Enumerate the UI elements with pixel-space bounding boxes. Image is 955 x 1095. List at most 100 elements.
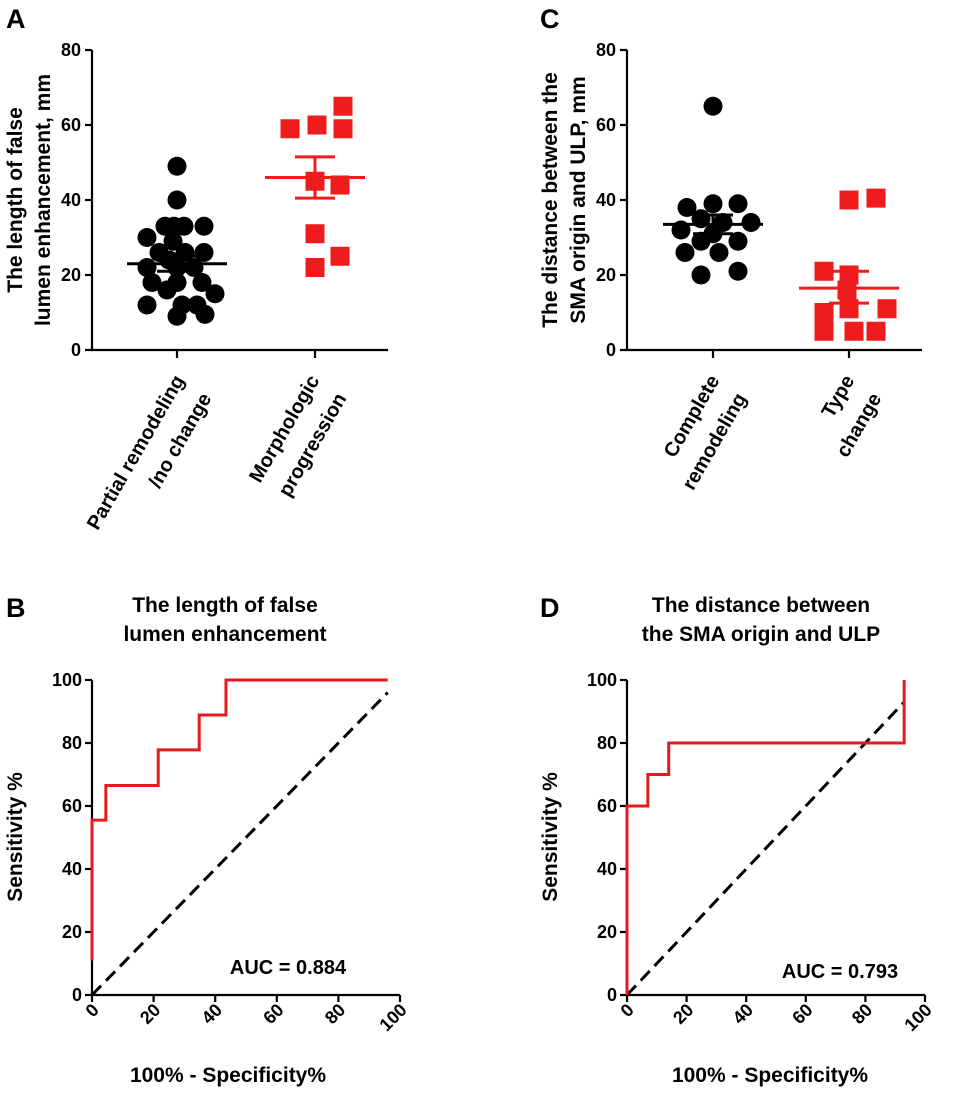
panel-d-ytick-label: 0 xyxy=(607,985,617,1005)
panel-d-ytick-label: 80 xyxy=(597,733,617,753)
panel-d-reference-diagonal xyxy=(625,701,906,997)
panel-a-group1-point xyxy=(174,216,194,236)
panel-a-group1-point xyxy=(205,284,225,304)
panel-a-ytick-label: 40 xyxy=(61,190,81,210)
panel-c-group2-point xyxy=(839,190,859,210)
panel-d-ytick-label: 60 xyxy=(597,796,617,816)
panel-c-group1-point xyxy=(728,231,748,251)
panel-a-group1-point xyxy=(142,273,162,292)
panel-c-ytick-label: 20 xyxy=(596,265,616,285)
panel-d-xtick-label: 60 xyxy=(788,1000,816,1028)
panel-b-xtick-label: 60 xyxy=(259,1000,287,1028)
panel-a-ylabel-line1: The length of false xyxy=(4,107,27,293)
panel-a-ylabel-line2: lumen enhancement, mm xyxy=(32,74,55,326)
panel-b-xlabel: 100% - Specificity% xyxy=(130,1064,326,1087)
panel-d-xtick-label: 40 xyxy=(729,1000,757,1028)
panel-c-group2-point xyxy=(866,188,886,208)
panel-a-group1-point xyxy=(157,280,177,300)
panel-a-group2-point xyxy=(333,96,353,116)
panel-c-ytick-label: 40 xyxy=(596,190,616,210)
panel-a-group2-point xyxy=(280,119,300,139)
panel-c-group2-point xyxy=(814,321,834,341)
panel-d-ytick-label: 100 xyxy=(587,670,617,690)
panel-b-auc: AUC = 0.884 xyxy=(230,957,347,979)
panel-a-group2-point xyxy=(333,119,353,139)
panel-a-group2-point xyxy=(305,224,325,244)
panel-b-roc: The length of false lumen enhancement Se… xyxy=(4,594,411,1087)
panel-d-title-line1: The distance between xyxy=(652,594,870,617)
panel-a-group2-point xyxy=(330,175,350,195)
panel-d-xtick-label: 80 xyxy=(848,1000,876,1028)
panel-b-xtick-label: 80 xyxy=(321,1000,349,1028)
panel-c-scatter: The distance between the SMA origin and … xyxy=(539,40,922,494)
panel-c-group1-point xyxy=(677,198,697,217)
panel-c-group1-point xyxy=(703,96,723,116)
panel-b-ytick-label: 20 xyxy=(62,922,82,942)
panel-a-ytick-label: 20 xyxy=(61,265,81,285)
panel-b-xtick-label: 40 xyxy=(198,1000,226,1028)
panel-a-group1-point xyxy=(194,243,214,262)
panel-a-group2-point xyxy=(330,246,350,266)
panel-a-ytick-label: 0 xyxy=(71,340,81,360)
panel-b-ylabel: Sensitivity % xyxy=(4,772,27,902)
panel-c-group1-point xyxy=(709,243,729,262)
panel-letter-c: C xyxy=(540,4,560,34)
panel-c-group1-point xyxy=(691,265,711,285)
panel-b-xtick-label: 0 xyxy=(82,1000,103,1021)
panel-a-group1-point xyxy=(167,306,187,326)
panel-c-group1-point xyxy=(728,194,748,214)
panel-b-ytick-label: 60 xyxy=(62,796,82,816)
panel-c-group2-point xyxy=(877,299,897,319)
panel-d-ytick-label: 20 xyxy=(597,922,617,942)
panel-b-title-line1: The length of false xyxy=(132,594,318,617)
panel-d-auc: AUC = 0.793 xyxy=(782,961,898,983)
panel-c-group2-point xyxy=(837,280,857,300)
panel-d-roc: The distance between the SMA origin and … xyxy=(539,594,936,1087)
panel-c-ylabel-line2: SMA origin and ULP, mm xyxy=(567,76,590,323)
panel-d-xtick-label: 100 xyxy=(900,1000,935,1035)
panel-b-xtick-label: 100 xyxy=(375,1000,410,1035)
panel-c-group1-point xyxy=(675,243,695,262)
panel-c-ytick-label: 80 xyxy=(596,40,616,60)
panel-a-group2-point xyxy=(305,258,325,277)
panel-d-xtick-label: 0 xyxy=(617,1000,638,1021)
panel-b-ytick-label: 0 xyxy=(72,985,82,1005)
panel-b-title-line2: lumen enhancement xyxy=(123,623,326,646)
panel-b-ytick-label: 100 xyxy=(52,670,82,690)
panel-b-xtick-label: 20 xyxy=(136,1000,164,1028)
panel-letter-a: A xyxy=(6,4,26,34)
panel-d-title-line2: the SMA origin and ULP xyxy=(642,623,880,646)
panel-c-ytick-label: 0 xyxy=(606,340,616,360)
panel-c-group2-point xyxy=(844,321,864,341)
panel-d-ylabel: Sensitivity % xyxy=(539,772,562,902)
panel-a-group1-point xyxy=(167,156,187,176)
panel-c-ytick-label: 60 xyxy=(596,115,616,135)
panel-a-group1-point xyxy=(192,273,212,292)
panel-letter-d: D xyxy=(540,593,560,623)
panel-b-ytick-label: 80 xyxy=(62,733,82,753)
panel-a-group1-point xyxy=(195,304,215,324)
panel-d-ytick-label: 40 xyxy=(597,859,617,879)
panel-c-group2-point xyxy=(866,321,886,341)
panel-a-group1-point xyxy=(163,231,183,251)
panel-letter-b: B xyxy=(6,593,26,623)
panel-c-group1-point xyxy=(703,194,723,214)
panel-c-group1-point xyxy=(691,231,711,251)
panel-a-group2-point xyxy=(307,115,327,135)
panel-d-xlabel: 100% - Specificity% xyxy=(672,1064,868,1087)
panel-a-group1-point xyxy=(167,190,187,210)
panel-c-ylabel-line1: The distance between the xyxy=(539,72,562,328)
panel-b-ytick-label: 40 xyxy=(62,859,82,879)
panel-a-group1-point xyxy=(137,228,157,247)
panel-c-group1-point xyxy=(728,261,748,281)
panel-a-ytick-label: 60 xyxy=(61,115,81,135)
panel-b-reference-diagonal xyxy=(90,691,389,997)
panel-c-group2-point xyxy=(814,303,834,322)
panel-a-ytick-label: 80 xyxy=(61,40,81,60)
panel-c-group1-point xyxy=(741,213,761,232)
panel-d-xtick-label: 20 xyxy=(669,1000,697,1028)
panel-b-roc-curve xyxy=(90,678,388,961)
panel-c-group2-point xyxy=(814,261,834,281)
panel-d-roc-curve xyxy=(625,680,906,995)
